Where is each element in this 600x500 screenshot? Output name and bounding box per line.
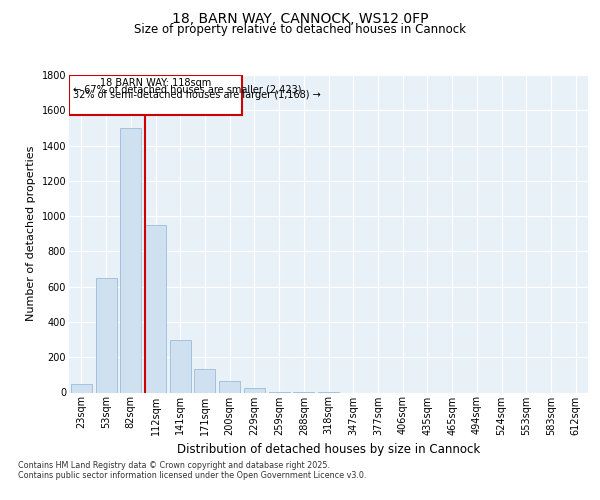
Bar — [145, 225, 166, 392]
Bar — [170, 340, 191, 392]
Y-axis label: Number of detached properties: Number of detached properties — [26, 146, 36, 322]
Text: 18 BARN WAY: 118sqm: 18 BARN WAY: 118sqm — [100, 78, 211, 88]
Bar — [244, 388, 265, 392]
Text: Contains HM Land Registry data © Crown copyright and database right 2025.: Contains HM Land Registry data © Crown c… — [18, 462, 330, 470]
X-axis label: Distribution of detached houses by size in Cannock: Distribution of detached houses by size … — [177, 443, 480, 456]
Bar — [194, 368, 215, 392]
Bar — [71, 384, 92, 392]
Text: Contains public sector information licensed under the Open Government Licence v3: Contains public sector information licen… — [18, 472, 367, 480]
Text: ← 67% of detached houses are smaller (2,423): ← 67% of detached houses are smaller (2,… — [73, 84, 301, 94]
Text: 32% of semi-detached houses are larger (1,168) →: 32% of semi-detached houses are larger (… — [73, 90, 320, 100]
Text: 18, BARN WAY, CANNOCK, WS12 0FP: 18, BARN WAY, CANNOCK, WS12 0FP — [172, 12, 428, 26]
Bar — [95, 278, 116, 392]
Text: Size of property relative to detached houses in Cannock: Size of property relative to detached ho… — [134, 24, 466, 36]
Bar — [120, 128, 141, 392]
Bar — [69, 75, 242, 114]
Bar — [219, 381, 240, 392]
